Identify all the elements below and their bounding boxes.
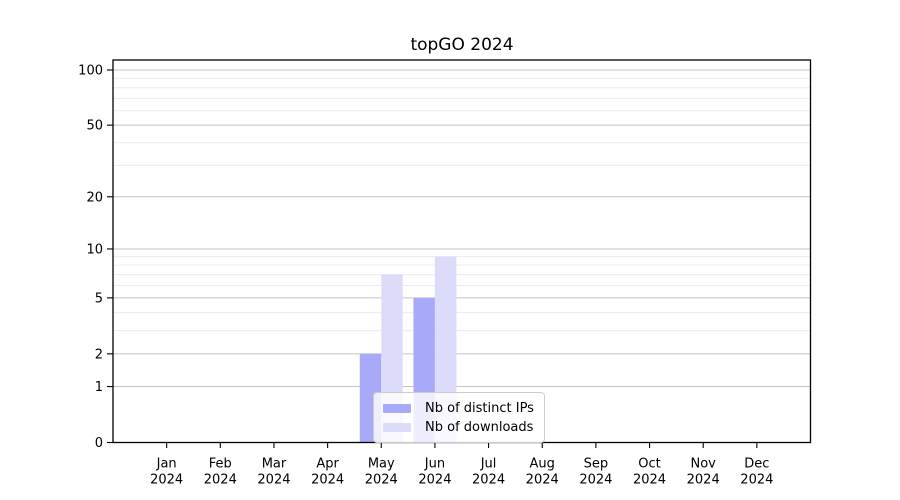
legend-item-distinct-ips: Nb of distinct IPs xyxy=(383,399,534,417)
legend-swatch-distinct-ips xyxy=(383,403,411,413)
x-tick-label-year: 2024 xyxy=(311,473,344,488)
plot-border xyxy=(112,59,812,444)
x-tick-label-month: May xyxy=(368,457,395,472)
x-tick-label-year: 2024 xyxy=(257,473,290,488)
x-tick-label-month: Jan xyxy=(156,457,177,472)
chart-title: topGO 2024 xyxy=(410,35,514,55)
x-tick-label-month: Jul xyxy=(480,457,497,472)
x-tick-label-year: 2024 xyxy=(579,473,612,488)
x-tick-label-year: 2024 xyxy=(365,473,398,488)
x-tick-label-month: Oct xyxy=(638,457,660,472)
x-tick-label-month: Jun xyxy=(424,457,445,472)
x-tick-label-year: 2024 xyxy=(526,473,559,488)
x-tick-label-year: 2024 xyxy=(418,473,451,488)
x-tick-label-month: Feb xyxy=(209,457,232,472)
x-tick-label-month: Mar xyxy=(262,457,287,472)
x-tick-label-year: 2024 xyxy=(472,473,505,488)
legend-item-downloads: Nb of downloads xyxy=(383,418,534,436)
y-tick-label: 100 xyxy=(78,64,103,79)
x-tick-label-month: Dec xyxy=(744,457,769,472)
legend-label-downloads: Nb of downloads xyxy=(425,419,534,435)
x-tick-label-month: Nov xyxy=(691,457,717,472)
x-tick-label-year: 2024 xyxy=(633,473,666,488)
legend-label-distinct-ips: Nb of distinct IPs xyxy=(425,400,534,416)
y-tick-label: 50 xyxy=(86,119,103,134)
x-tick-label-year: 2024 xyxy=(687,473,720,488)
x-tick-label-year: 2024 xyxy=(740,473,773,488)
x-tick-label-month: Apr xyxy=(316,457,339,472)
x-tick-label-month: Sep xyxy=(584,457,609,472)
y-tick-label: 5 xyxy=(95,291,103,306)
y-tick-label: 20 xyxy=(86,190,103,205)
y-tick-label: 0 xyxy=(95,436,103,451)
legend-swatch-downloads xyxy=(383,422,411,432)
y-tick-label: 1 xyxy=(95,380,103,395)
x-tick-label-year: 2024 xyxy=(150,473,183,488)
legend: Nb of distinct IPs Nb of downloads xyxy=(373,392,545,443)
y-tick-label: 10 xyxy=(86,242,103,257)
y-tick-label: 2 xyxy=(95,347,103,362)
x-tick-label-year: 2024 xyxy=(204,473,237,488)
x-tick-label-month: Aug xyxy=(530,457,555,472)
